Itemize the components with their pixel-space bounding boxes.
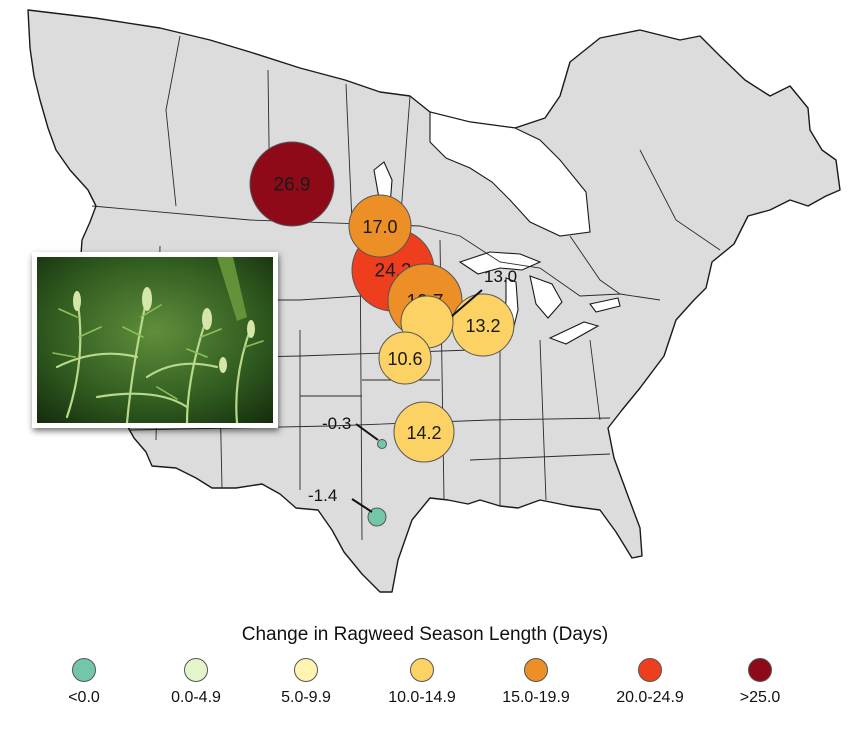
- lake-superior: [458, 251, 542, 275]
- legend-swatch: [72, 658, 96, 682]
- station-value-label: 17.0: [362, 217, 397, 237]
- legend-item: 0.0-4.9: [141, 658, 251, 707]
- station-bubble: [378, 331, 432, 385]
- station-26.9: 26.9: [249, 141, 335, 227]
- station-value-label: 10.6: [387, 349, 422, 369]
- station--0.3: -0.3: [322, 414, 387, 449]
- ragweed-plant-image: [37, 257, 273, 423]
- station-10.6: 10.6: [378, 331, 432, 385]
- legend-swatch: [748, 658, 772, 682]
- station--1.4: -1.4: [308, 486, 387, 527]
- station-value-label: -1.4: [308, 486, 337, 505]
- legend-item: <0.0: [29, 658, 139, 707]
- legend-item: 15.0-19.9: [481, 658, 591, 707]
- lake-ontario: [589, 297, 621, 313]
- legend-swatch: [638, 658, 662, 682]
- station-bubble: [348, 194, 412, 258]
- legend-swatch: [184, 658, 208, 682]
- lake-huron: [529, 275, 563, 319]
- legend-label: 10.0-14.9: [388, 689, 456, 706]
- station-17.0: 17.0: [348, 194, 412, 258]
- station-value-label: -0.3: [322, 414, 351, 433]
- station-13.2: 13.2: [451, 293, 515, 357]
- ragweed-photo: [32, 252, 278, 428]
- legend-swatch: [410, 658, 434, 682]
- legend-swatch: [294, 658, 318, 682]
- legend-item: 10.0-14.9: [367, 658, 477, 707]
- station-value-label: 14.2: [406, 423, 441, 443]
- legend-label: 0.0-4.9: [171, 689, 221, 706]
- station-14.2: 14.2: [393, 401, 455, 463]
- legend-label: >25.0: [739, 689, 781, 706]
- legend-item: >25.0: [705, 658, 815, 707]
- station-value-label: 26.9: [274, 175, 311, 196]
- lake-erie: [548, 321, 600, 345]
- callout-line: [355, 423, 379, 441]
- station-value-label: 13.0: [484, 267, 517, 286]
- legend-item: 5.0-9.9: [251, 658, 361, 707]
- hudson-bay: [429, 111, 591, 237]
- legend-title: Change in Ragweed Season Length (Days): [241, 624, 609, 645]
- station-bubble: [249, 141, 335, 227]
- station-value-label: 13.2: [465, 316, 500, 336]
- legend-label: 5.0-9.9: [281, 689, 331, 706]
- legend-swatch: [524, 658, 548, 682]
- legend-label: 20.0-24.9: [616, 689, 684, 706]
- callout-line: [451, 289, 483, 317]
- station-bubbles: 26.924.219.717.013.214.213.010.6-1.4-0.3: [249, 141, 517, 527]
- legend-label: <0.0: [68, 689, 100, 706]
- legend-item: 20.0-24.9: [595, 658, 705, 707]
- callout-line: [351, 498, 373, 513]
- station-bubble: [377, 439, 387, 449]
- legend-label: 15.0-19.9: [502, 689, 570, 706]
- station-bubble: [367, 507, 387, 527]
- station-bubble: [393, 401, 455, 463]
